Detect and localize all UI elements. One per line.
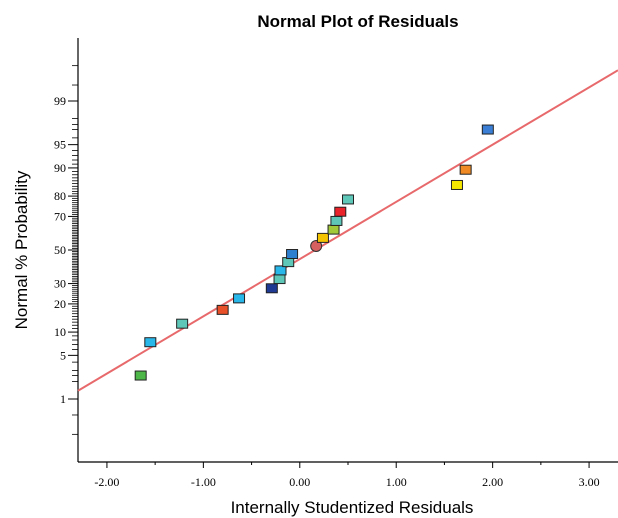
y-tick-label: 5 <box>60 348 66 362</box>
data-point <box>342 194 354 205</box>
y-tick-label: 95 <box>54 138 66 152</box>
data-point <box>459 164 472 175</box>
y-axis-ticks: 1 5 10 20 30 50 70 80 90 95 99 <box>54 65 78 435</box>
y-tick-label: 99 <box>54 94 66 108</box>
reference-line-group <box>77 69 618 392</box>
x-tick-label: 2.00 <box>482 475 503 489</box>
chart-title: Normal Plot of Residuals <box>257 12 458 31</box>
data-point <box>265 283 278 294</box>
data-point <box>216 304 229 315</box>
data-point <box>273 274 286 285</box>
data-point <box>334 206 347 217</box>
x-tick-label: 3.00 <box>579 475 600 489</box>
y-tick-label: 90 <box>54 161 66 175</box>
y-axis-label: Normal % Probability <box>12 170 31 329</box>
data-point <box>327 224 340 235</box>
data-point <box>481 124 494 135</box>
data-point <box>450 179 463 190</box>
x-axis-ticks: -2.00 -1.00 0.00 1.00 2.00 3.00 <box>94 462 600 489</box>
data-point <box>286 249 299 260</box>
data-point <box>176 318 189 329</box>
data-point <box>274 265 287 276</box>
data-point <box>144 337 157 348</box>
data-point <box>134 370 147 381</box>
y-tick-label: 1 <box>60 392 66 406</box>
y-tick-label: 70 <box>54 209 66 223</box>
data-point <box>330 215 343 226</box>
y-tick-label: 80 <box>54 189 66 203</box>
y-tick-label: 50 <box>54 243 66 257</box>
reference-line <box>77 69 618 392</box>
x-tick-label: -1.00 <box>191 475 216 489</box>
x-tick-label: -2.00 <box>94 475 119 489</box>
data-points <box>134 124 494 381</box>
data-point <box>233 293 246 304</box>
data-point <box>310 239 323 252</box>
plot-area <box>77 38 618 463</box>
y-tick-label: 30 <box>54 277 66 291</box>
x-tick-label: 0.00 <box>289 475 310 489</box>
x-axis-label: Internally Studentized Residuals <box>231 498 474 517</box>
data-point <box>316 232 329 243</box>
y-tick-label: 10 <box>54 325 66 339</box>
x-tick-label: 1.00 <box>386 475 407 489</box>
y-tick-label: 20 <box>54 297 66 311</box>
